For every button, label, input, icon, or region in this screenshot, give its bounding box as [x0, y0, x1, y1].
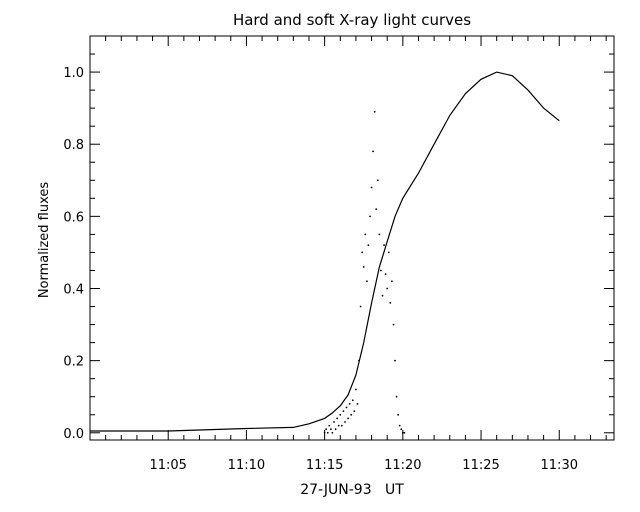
hard-xray-point — [403, 431, 406, 434]
hard-xray-point — [387, 251, 390, 254]
hard-xray-point — [380, 269, 382, 272]
hard-xray-point — [351, 399, 354, 402]
hard-xray-point — [339, 413, 342, 416]
hard-xray-point — [386, 287, 389, 290]
hard-xray-point — [389, 302, 392, 304]
hard-xray-point — [344, 421, 346, 423]
hard-xray-point — [326, 431, 329, 434]
hard-xray-point — [391, 280, 393, 283]
hard-xray-point — [330, 428, 332, 431]
chart-marks — [90, 71, 560, 434]
hard-xray-point — [336, 417, 338, 420]
hard-xray-point — [328, 424, 331, 427]
x-tick-label: 11:05 — [149, 458, 186, 473]
hard-xray-point — [392, 323, 395, 326]
hard-xray-point — [334, 428, 337, 431]
hard-xray-point — [372, 150, 374, 153]
hard-xray-point — [342, 410, 345, 412]
hard-xray-point — [362, 266, 365, 268]
hard-xray-point — [397, 413, 399, 416]
hard-xray-point — [333, 421, 335, 423]
hard-xray-point — [370, 186, 373, 189]
plot-frame — [89, 35, 615, 441]
y-tick-label: 0.8 — [63, 138, 84, 153]
hard-xray-point — [345, 406, 348, 409]
x-tick-label: 11:10 — [228, 458, 265, 473]
chart-title: Hard and soft X-ray light curves — [233, 11, 471, 29]
x-tick-label: 11:25 — [462, 458, 499, 473]
hard-xray-point — [356, 403, 359, 405]
hard-xray-point — [373, 110, 376, 113]
hard-xray-point — [383, 244, 385, 247]
hard-xray-point — [355, 388, 357, 391]
hard-xray-point — [325, 428, 328, 431]
x-tick-label: 11:15 — [306, 458, 343, 473]
hard-xray-point — [376, 179, 379, 182]
hard-xray-point — [394, 359, 396, 362]
hard-xray-point — [395, 395, 398, 398]
hard-xray-point — [366, 280, 368, 283]
hard-xray-point — [361, 251, 364, 254]
y-tick-label: 0.0 — [63, 427, 84, 442]
x-tick-label: 11:30 — [541, 458, 578, 473]
x-axis-label: 27-JUN-93 UT — [300, 482, 404, 498]
y-tick-label: 1.0 — [63, 66, 84, 81]
hard-xray-point — [358, 359, 360, 362]
hard-xray-point — [378, 233, 381, 236]
hard-xray-point — [350, 413, 353, 416]
hard-xray-point — [337, 424, 340, 427]
hard-xray-point — [367, 244, 370, 247]
hard-xray-point — [331, 431, 334, 434]
hard-xray-point — [381, 294, 384, 297]
hard-xray-point — [400, 428, 403, 431]
x-tick-label: 11:20 — [384, 458, 421, 473]
hard-xray-point — [340, 424, 343, 427]
hard-xray-point — [347, 417, 349, 420]
hard-xray-point — [401, 431, 404, 434]
y-tick-label: 0.4 — [63, 283, 84, 298]
hard-xray-point — [348, 403, 351, 405]
axis-ticks: 11:05 11:10 11:15 11:20 11:25 11:30 0.0 0.2 0.4 0… — [63, 36, 614, 473]
hard-xray-point — [323, 431, 326, 434]
y-axis-label: Normalized fluxes — [37, 182, 52, 299]
hard-xray-point — [398, 424, 401, 427]
hard-xray-point — [369, 215, 371, 218]
y-tick-label: 0.6 — [63, 210, 84, 225]
soft-xray-curve — [90, 71, 560, 432]
hard-xray-point — [384, 273, 387, 275]
hard-xray-point — [353, 410, 356, 412]
hard-xray-point — [359, 305, 362, 308]
hard-xray-point — [375, 208, 378, 211]
hard-xray-point — [364, 233, 367, 236]
y-tick-label: 0.2 — [63, 355, 84, 370]
